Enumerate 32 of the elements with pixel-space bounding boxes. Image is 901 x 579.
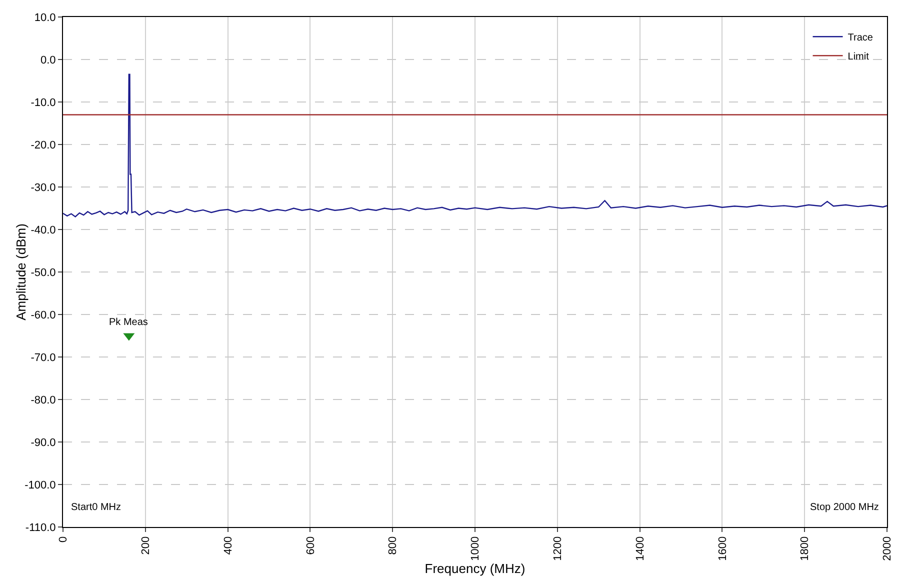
y-tick-label: -100.0 — [24, 479, 56, 492]
x-tick-label: 200 — [140, 536, 152, 555]
y-tick-label: -10.0 — [30, 96, 56, 109]
y-tick-label: -80.0 — [30, 394, 56, 406]
x-axis-title: Frequency (MHz) — [424, 560, 526, 576]
x-tick-label: 0 — [58, 536, 70, 543]
y-tick-label: -30.0 — [30, 182, 56, 194]
x-tick-label: 1000 — [470, 536, 482, 561]
x-tick-label: 1600 — [716, 536, 729, 561]
annotation: Pk Meas — [109, 317, 148, 328]
y-tick-label: -20.0 — [30, 139, 56, 152]
y-tick-label: -60.0 — [30, 309, 56, 322]
x-tick-label: 1200 — [552, 536, 564, 561]
y-tick-label: -70.0 — [30, 352, 56, 364]
x-tick-label: 2000 — [882, 536, 894, 561]
annotation: Stop 2000 MHz — [810, 502, 879, 513]
x-tick-label: 1400 — [634, 536, 646, 561]
y-tick-label: -110.0 — [25, 522, 56, 534]
legend-label: Limit — [848, 52, 870, 62]
x-tick-label: 400 — [222, 536, 234, 555]
y-tick-label: -40.0 — [30, 224, 56, 236]
annotation: Start0 MHz — [71, 502, 122, 513]
x-tick-label: 1800 — [799, 536, 812, 561]
y-axis-title: Amplitude (dBm) — [14, 224, 29, 320]
y-tick-label: -90.0 — [30, 436, 56, 449]
legend-label: Trace — [848, 32, 874, 44]
y-tick-label: 10.0 — [34, 12, 56, 24]
line-series — [63, 74, 887, 218]
y-tick-label: 0.0 — [40, 54, 56, 66]
x-tick-label: 800 — [387, 536, 400, 555]
x-tick-label: 600 — [304, 536, 317, 555]
y-tick-label: -50.0 — [30, 266, 56, 279]
